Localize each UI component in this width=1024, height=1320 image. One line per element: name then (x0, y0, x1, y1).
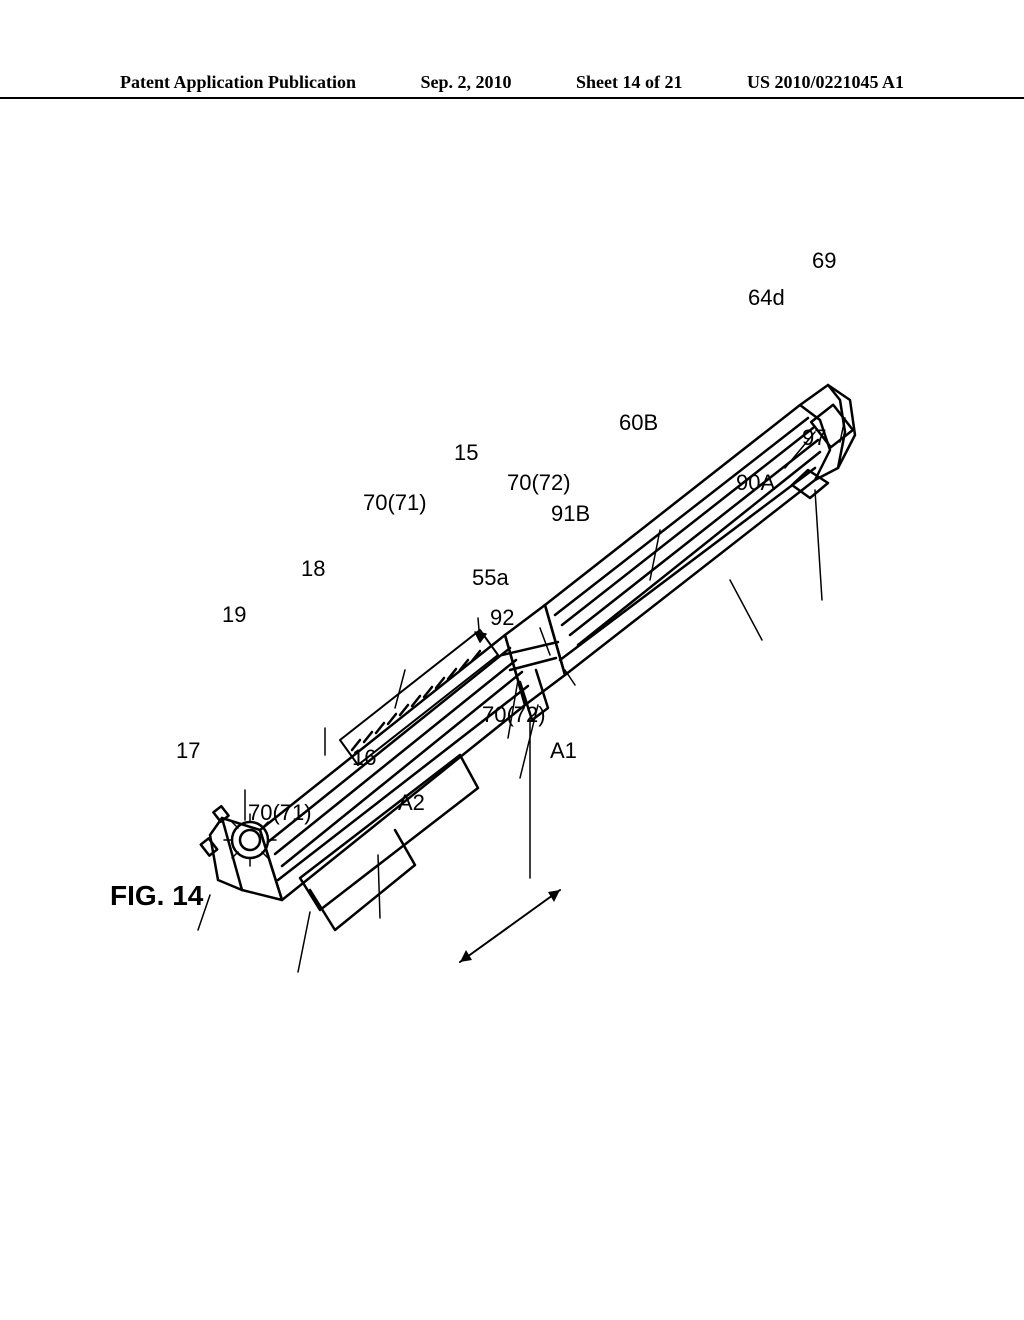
callout-7072: 70(72) (507, 470, 571, 496)
callout-60B: 60B (619, 410, 658, 436)
callout-90A: 90A (736, 470, 775, 496)
page-header: Patent Application Publication Sep. 2, 2… (0, 72, 1024, 99)
callout-91B: 91B (551, 501, 590, 527)
sheet-number: Sheet 14 of 21 (576, 72, 683, 93)
callout-16: 16 (352, 745, 376, 771)
callout-17: 17 (176, 738, 200, 764)
callout-97: 97 (802, 425, 826, 451)
callout-69: 69 (812, 248, 836, 274)
publication-type: Patent Application Publication (120, 72, 356, 93)
callout-15: 15 (454, 440, 478, 466)
callout-7072: 70(72) (482, 702, 546, 728)
arrow-label-A1: A1 (550, 738, 577, 764)
patent-drawing-svg (160, 210, 860, 1110)
callout-7071: 70(71) (363, 490, 427, 516)
callout-19: 19 (222, 602, 246, 628)
callout-64d: 64d (748, 285, 785, 311)
callout-18: 18 (301, 556, 325, 582)
publication-date: Sep. 2, 2010 (421, 72, 512, 93)
publication-number: US 2010/0221045 A1 (747, 72, 904, 93)
callout-55a: 55a (472, 565, 509, 591)
callout-92: 92 (490, 605, 514, 631)
arrow-label-A2: A2 (398, 790, 425, 816)
figure-drawing (160, 210, 860, 1110)
callout-7071: 70(71) (248, 800, 312, 826)
